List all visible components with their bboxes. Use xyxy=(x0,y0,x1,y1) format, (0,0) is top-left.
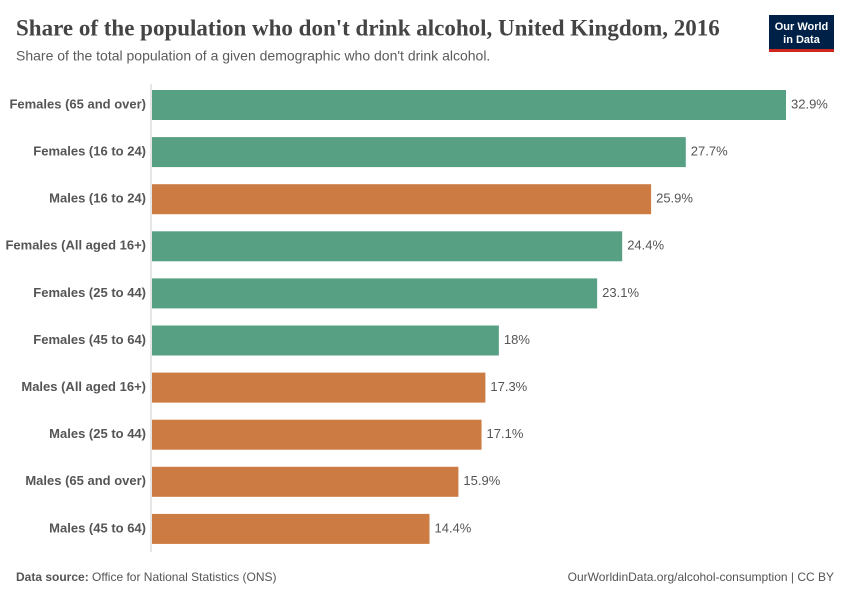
chart-subtitle: Share of the total population of a given… xyxy=(16,48,490,64)
bar xyxy=(152,184,652,215)
category-label: Males (45 to 64) xyxy=(49,520,146,535)
category-label: Males (16 to 24) xyxy=(49,191,146,206)
value-label: 25.9% xyxy=(656,191,693,206)
value-label: 32.9% xyxy=(791,96,828,111)
category-label: Males (All aged 16+) xyxy=(21,379,146,394)
value-label: 17.3% xyxy=(490,379,527,394)
value-label: 23.1% xyxy=(602,285,639,300)
chart-title: Share of the population who don't drink … xyxy=(16,15,720,40)
value-label: 27.7% xyxy=(691,144,728,159)
value-label: 14.4% xyxy=(434,520,471,535)
value-label: 24.4% xyxy=(627,238,664,253)
bar xyxy=(152,278,598,309)
category-label: Males (25 to 44) xyxy=(49,426,146,441)
logo-box xyxy=(769,15,834,52)
bar xyxy=(152,466,459,497)
source: Office for National Statistics (ONS) xyxy=(92,570,277,584)
bar xyxy=(152,231,623,262)
logo-bar xyxy=(769,49,834,52)
value-label: 15.9% xyxy=(463,473,500,488)
bar xyxy=(152,90,786,120)
value-label: 18% xyxy=(504,332,530,347)
category-label: Females (65 and over) xyxy=(9,96,146,111)
category-label: Females (16 to 24) xyxy=(33,144,146,159)
bar xyxy=(152,513,430,544)
category-label: Females (All aged 16+) xyxy=(5,238,146,253)
category-label: Females (45 to 64) xyxy=(33,332,146,347)
logo-text: Our World xyxy=(775,21,829,33)
source-label: Data source: xyxy=(16,570,89,584)
value-label: 17.1% xyxy=(487,426,524,441)
logo-text: in Data xyxy=(783,34,821,46)
bar xyxy=(152,419,482,450)
bar xyxy=(152,372,486,403)
bar xyxy=(152,137,686,168)
category-label: Females (25 to 44) xyxy=(33,285,146,300)
category-label: Males (65 and over) xyxy=(25,473,146,488)
credit: OurWorldinData.org/alcohol-consumption |… xyxy=(568,570,834,584)
bar xyxy=(152,325,499,356)
